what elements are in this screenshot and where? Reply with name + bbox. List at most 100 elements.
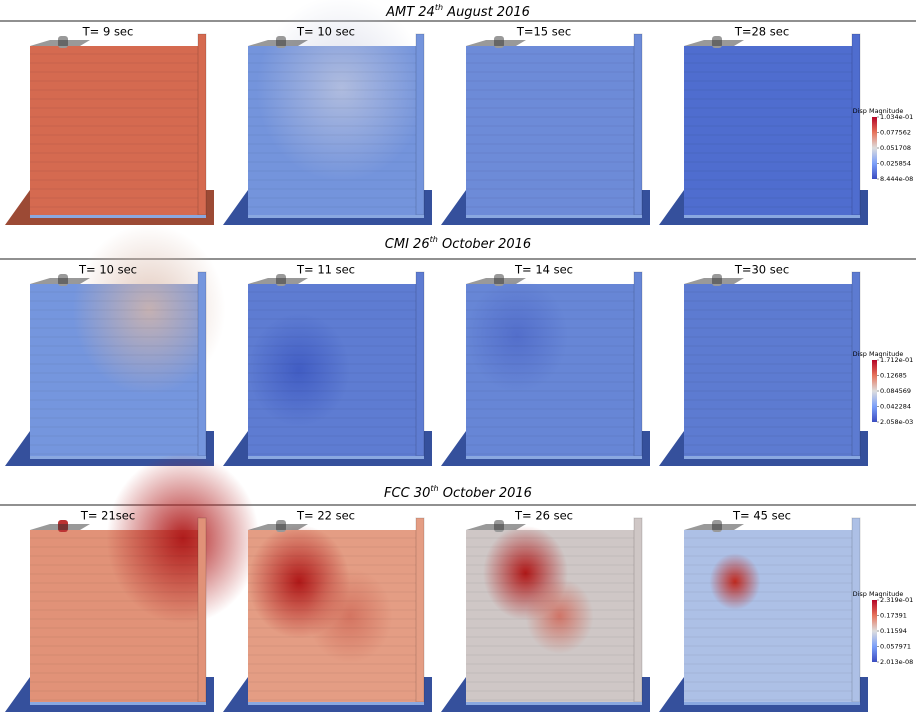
- roof-beams: [466, 278, 526, 284]
- panel-label: T= 21sec: [80, 509, 135, 523]
- panel-label: T=30 sec: [734, 263, 789, 277]
- floor-strip: [30, 702, 206, 705]
- title-part: October 2016: [439, 486, 532, 501]
- panel: [441, 33, 650, 225]
- panel: [659, 271, 868, 466]
- panel: [441, 517, 650, 712]
- panel-label: T= 22 sec: [296, 509, 355, 523]
- floor-strip: [248, 215, 424, 218]
- stress-zone: [709, 553, 761, 610]
- panel-label: T= 14 sec: [514, 263, 573, 277]
- colorbar-tick-label: 0.025854: [880, 160, 911, 168]
- floor-strip: [248, 702, 424, 705]
- roof-beams: [466, 40, 526, 46]
- floor-strip: [466, 456, 642, 459]
- wall: [684, 530, 854, 702]
- colorbar-tick-label: 0.057971: [880, 643, 911, 651]
- stress-zone: [307, 568, 393, 664]
- panel: [223, 271, 432, 466]
- colorbar: [872, 117, 877, 179]
- pier: [851, 517, 861, 703]
- pier: [197, 271, 207, 457]
- panel: [441, 271, 650, 466]
- title-part: th: [430, 484, 438, 493]
- roof-beams: [30, 40, 90, 46]
- wall: [466, 46, 636, 215]
- colorbar-tick-label: 1.034e-01: [880, 113, 913, 121]
- roof-beams: [466, 524, 526, 530]
- panel-label: T= 10 sec: [296, 25, 355, 39]
- floor-strip: [684, 215, 860, 218]
- pier: [197, 33, 207, 216]
- title-part: FCC 30: [384, 486, 430, 501]
- floor-strip: [30, 215, 206, 218]
- pier: [851, 271, 861, 457]
- floor-strip: [684, 702, 860, 705]
- colorbar-tick-label: 0.17391: [880, 612, 907, 620]
- pier: [415, 271, 425, 457]
- colorbar-tick-label: 1.712e-01: [880, 356, 913, 364]
- colorbar-tick-label: 8.444e-08: [880, 175, 913, 183]
- colorbar-tick-label: 0.051708: [880, 144, 911, 152]
- floor-strip: [30, 456, 206, 459]
- title-part: August 2016: [443, 5, 530, 20]
- pier: [633, 33, 643, 216]
- pier: [633, 517, 643, 703]
- panel-label: T= 26 sec: [514, 509, 573, 523]
- title-part: AMT 24: [385, 5, 435, 20]
- panel: [5, 453, 260, 712]
- colorbar-tick-label: 2.013e-08: [880, 658, 913, 666]
- panel: [223, 0, 432, 225]
- colorbar-tick-label: 0.077562: [880, 129, 911, 137]
- stress-zone: [466, 278, 568, 393]
- colorbar-tick-label: 0.11594: [880, 627, 907, 635]
- colorbar-tick-label: 2.058e-03: [880, 418, 913, 426]
- colorbar-tick-label: 0.12685: [880, 372, 907, 380]
- panel-label: T=28 sec: [734, 25, 789, 39]
- wall: [684, 284, 854, 456]
- roof-beams: [684, 524, 744, 530]
- panel-label: T=15 sec: [516, 25, 571, 39]
- stress-zone: [525, 578, 594, 654]
- roof-beams: [248, 40, 308, 46]
- roof-beams: [30, 278, 90, 284]
- colorbar-tick-label: 0.042284: [880, 403, 911, 411]
- wall: [30, 46, 200, 215]
- panel: [659, 517, 868, 712]
- roof-beams: [30, 524, 90, 530]
- floor-strip: [248, 456, 424, 459]
- title-part: th: [435, 3, 443, 12]
- colorbar-tick-label: 0.084569: [880, 387, 911, 395]
- floor-strip: [684, 456, 860, 459]
- roof-beams: [248, 524, 308, 530]
- colorbar-title: Disp Magnitude: [853, 590, 904, 598]
- colorbar-title: Disp Magnitude: [853, 107, 904, 115]
- colorbar-tick-label: 2.319e-01: [880, 596, 913, 604]
- panel-label: T= 10 sec: [78, 263, 137, 277]
- panel-label: T= 9 sec: [82, 25, 134, 39]
- roof-beams: [684, 40, 744, 46]
- roof-beams: [248, 278, 308, 284]
- floor-strip: [466, 215, 642, 218]
- title-part: th: [430, 235, 438, 244]
- colorbar: [872, 600, 877, 662]
- roof-beams: [684, 278, 744, 284]
- pier: [197, 517, 207, 703]
- stress-zone: [72, 224, 226, 395]
- panel-label: T= 45 sec: [732, 509, 791, 523]
- section-title: CMI 26th October 2016: [385, 235, 531, 252]
- pier: [415, 33, 425, 216]
- panel: [5, 33, 214, 225]
- section-title: FCC 30th October 2016: [384, 484, 532, 501]
- section-title: AMT 24th August 2016: [385, 3, 530, 20]
- pier: [851, 33, 861, 216]
- panel: [223, 517, 432, 712]
- colorbar-title: Disp Magnitude: [853, 350, 904, 358]
- stress-zone: [248, 313, 350, 427]
- wall: [684, 46, 854, 215]
- floor-strip: [466, 702, 642, 705]
- panel: [5, 224, 226, 466]
- colorbar: [872, 360, 877, 422]
- panel-label: T= 11 sec: [296, 263, 355, 277]
